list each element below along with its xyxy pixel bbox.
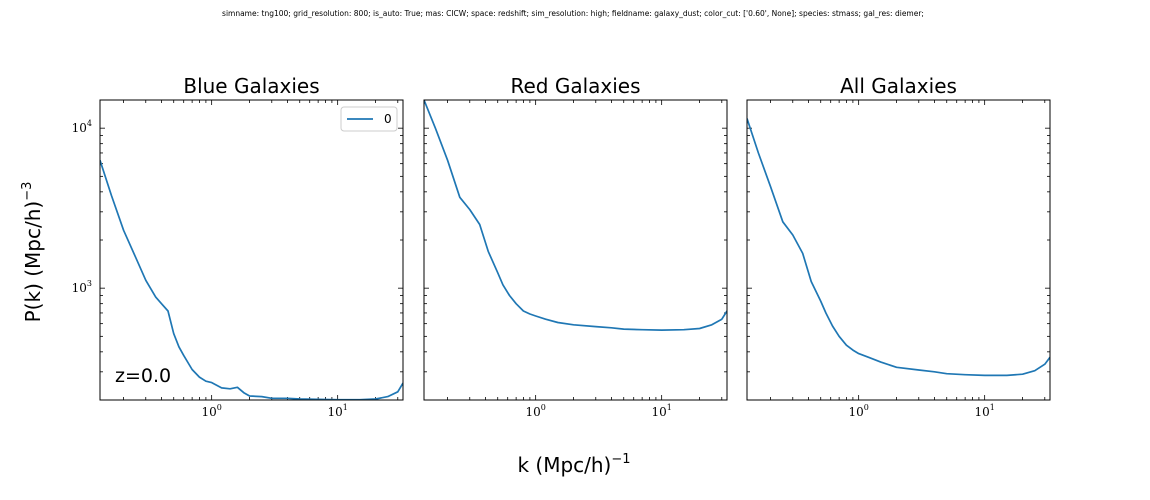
x-ticks: [123, 100, 399, 400]
y-tick-label: 104: [72, 119, 92, 135]
x-ticks: [447, 100, 723, 400]
svg-text:k (Mpc/h)−1: k (Mpc/h)−1: [517, 452, 630, 477]
svg-text:P(k) (Mpc/h)−3: P(k) (Mpc/h)−3: [20, 182, 45, 323]
series-line-1: [747, 118, 1050, 377]
legend: 0: [340, 106, 398, 132]
panels: Blue Galaxies 100 101 103 104 0 z=0.0 Red Galax…: [72, 74, 1051, 419]
x-tick-label: 101: [974, 403, 994, 419]
figure-suptitle: simname: tng100; grid_resolution: 800; i…: [222, 9, 924, 18]
panel-title: Red Galaxies: [510, 74, 640, 98]
y-tick-label: 103: [72, 279, 92, 295]
panel-2: Red Galaxies 100 101: [423, 74, 728, 419]
y-ticks: [100, 127, 403, 401]
y-axis-label: P(k) (Mpc/h): [21, 201, 45, 323]
y-axis-label-group: P(k) (Mpc/h)−3: [20, 182, 45, 323]
series-line-1: [100, 160, 403, 400]
panel-1: Blue Galaxies 100 101 103 104 0 z=0.0: [72, 74, 404, 419]
panel-title: All Galaxies: [840, 74, 957, 98]
panel-3: All Galaxies 100 101: [746, 74, 1051, 419]
x-tick-label: 100: [525, 403, 545, 419]
x-ticks: [770, 100, 1046, 400]
x-axis-label: k (Mpc/h): [517, 453, 611, 477]
panel-frame: [99, 99, 404, 401]
panel-frame: [746, 99, 1051, 401]
x-tick-label: 100: [848, 403, 868, 419]
x-tick-label: 100: [201, 403, 221, 419]
y-ticks: [424, 127, 727, 401]
x-tick-label: 101: [651, 403, 671, 419]
x-tick-label: 101: [327, 403, 347, 419]
redshift-annotation: z=0.0: [115, 365, 171, 387]
y-axis-label-exponent: −3: [20, 182, 35, 201]
legend-label: 0: [384, 112, 392, 126]
series-line-1: [424, 100, 727, 331]
panel-title: Blue Galaxies: [183, 74, 319, 98]
x-axis-label-exponent: −1: [611, 452, 630, 467]
panel-frame: [423, 99, 728, 401]
y-ticks: [747, 127, 1050, 401]
